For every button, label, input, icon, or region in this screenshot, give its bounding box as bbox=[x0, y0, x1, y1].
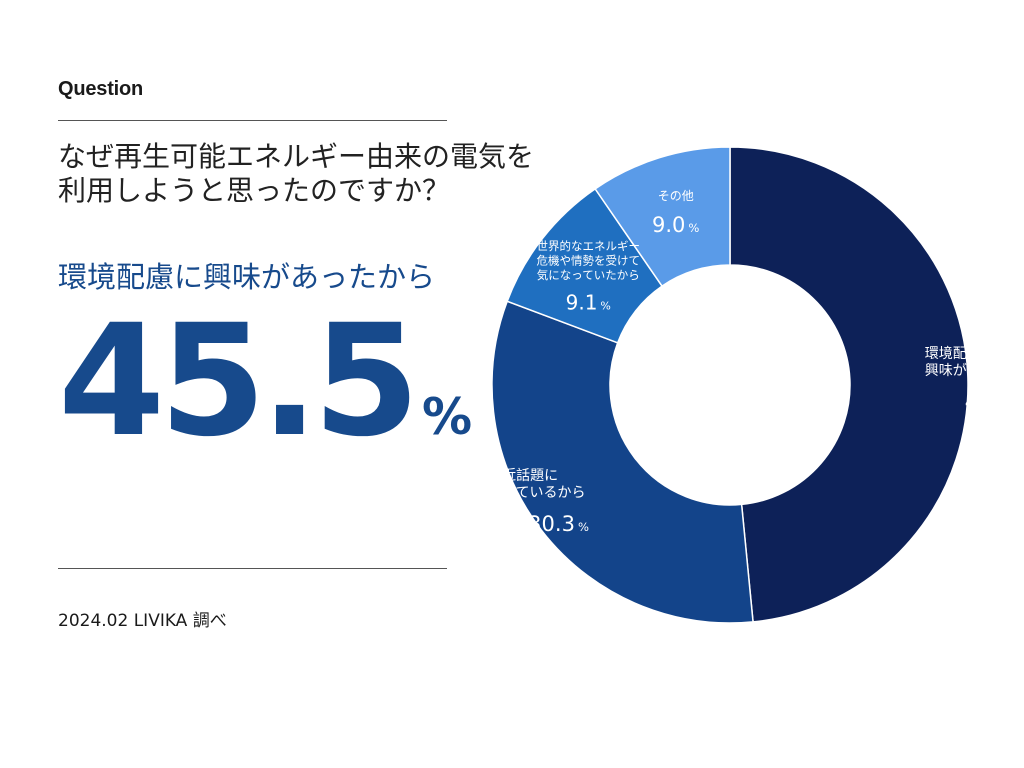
top-divider bbox=[58, 120, 447, 121]
slice-label-0-line-1: 興味があったから bbox=[925, 363, 990, 379]
slice-label-2-line-1: 危機や情勢を受けて bbox=[537, 253, 641, 267]
question-line-2: 利用しようと思ったのですか？ bbox=[58, 174, 451, 207]
bottom-divider bbox=[58, 568, 447, 569]
source-note: 2024.02 LIVIKA 調べ bbox=[58, 611, 227, 631]
slice-value-0: 45.5% bbox=[965, 390, 990, 414]
question-text: なぜ再生可能エネルギー由来の電気を 利用しようと思ったのですか？ bbox=[58, 140, 618, 208]
slice-label-0-line-0: 環境配慮に bbox=[925, 346, 990, 362]
question-line-1: なぜ再生可能エネルギー由来の電気を bbox=[58, 140, 535, 173]
highlight-value: 45.5 bbox=[58, 292, 420, 471]
slice-value-1: 30.3% bbox=[528, 512, 589, 536]
slice-label-2-line-2: 気になっていたから bbox=[537, 268, 640, 282]
highlight-unit: % bbox=[421, 388, 473, 446]
donut-slice-0 bbox=[729, 146, 969, 623]
highlight-answer: 環境配慮に興味があったから bbox=[58, 260, 436, 294]
donut-slice-1 bbox=[491, 300, 754, 624]
slice-label-1-line-1: なっているから bbox=[488, 485, 585, 501]
slice-label-3-line-0: その他 bbox=[658, 189, 694, 203]
slice-value-2: 9.1% bbox=[566, 290, 611, 314]
slice-label-2-line-0: 世界的なエネルギー bbox=[537, 239, 641, 253]
slice-value-3: 9.0% bbox=[652, 213, 699, 237]
highlight-percentage: 45.5% bbox=[58, 302, 498, 472]
donut-slice-3 bbox=[594, 146, 731, 288]
section-label: Question bbox=[58, 78, 144, 100]
slice-label-1-line-0: 最近話題に bbox=[488, 467, 558, 484]
